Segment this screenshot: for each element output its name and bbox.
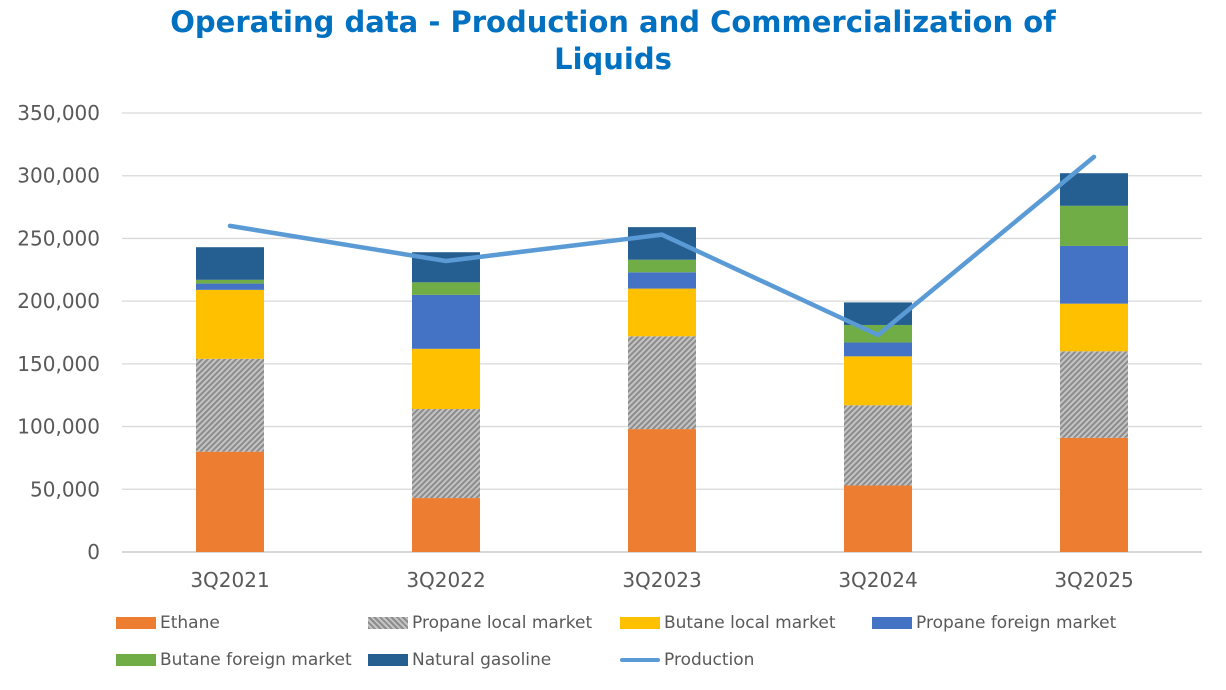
legend-swatch xyxy=(368,654,408,666)
bar-segment-butane-local-market xyxy=(628,288,696,337)
legend-label: Butane foreign market xyxy=(160,650,352,670)
legend-item-butane-foreign-market: Butane foreign market xyxy=(116,650,352,670)
legend-label: Natural gasoline xyxy=(412,650,552,670)
legend-swatch xyxy=(116,654,156,666)
x-tick-label: 3Q2024 xyxy=(838,568,917,592)
bar-segment-ethane xyxy=(628,429,696,552)
bar-segment-natural-gasoline xyxy=(1060,173,1128,206)
legend-item-ethane: Ethane xyxy=(116,613,220,633)
x-tick-label: 3Q2022 xyxy=(406,568,485,592)
y-tick-label: 200,000 xyxy=(17,289,100,313)
bar-segment-propane-local-market xyxy=(844,405,912,486)
bar-segment-butane-local-market xyxy=(844,356,912,406)
legend-swatch xyxy=(368,617,408,629)
legend-item-butane-local-market: Butane local market xyxy=(620,613,836,633)
bar-segment-propane-local-market xyxy=(628,336,696,430)
y-tick-label: 350,000 xyxy=(17,101,100,125)
bar-segment-butane-foreign-market xyxy=(1060,205,1128,246)
legend-label: Propane local market xyxy=(412,613,593,633)
bar-segment-propane-foreign-market xyxy=(196,283,264,290)
y-tick-label: 0 xyxy=(87,540,100,564)
y-tick-label: 50,000 xyxy=(30,477,100,501)
legend-label: Propane foreign market xyxy=(916,613,1117,633)
x-tick-label: 3Q2023 xyxy=(622,568,701,592)
legend-item-production: Production xyxy=(620,650,754,670)
bar-segment-butane-foreign-market xyxy=(196,279,264,284)
bar-segment-propane-foreign-market xyxy=(628,272,696,289)
y-tick-label: 300,000 xyxy=(17,164,100,188)
legend-item-propane-foreign-market: Propane foreign market xyxy=(872,613,1116,633)
legend-swatch xyxy=(116,617,156,629)
bar-segment-propane-foreign-market xyxy=(412,294,480,349)
bar-segment-propane-local-market xyxy=(412,409,480,499)
bar-segment-propane-local-market xyxy=(196,358,264,452)
y-tick-label: 150,000 xyxy=(17,352,100,376)
bar-segment-ethane xyxy=(844,485,912,552)
legend-label: Butane local market xyxy=(664,613,836,633)
x-tick-label: 3Q2025 xyxy=(1054,568,1133,592)
bar-segment-propane-local-market xyxy=(1060,351,1128,438)
legend-swatch xyxy=(620,658,660,662)
bar-segment-butane-local-market xyxy=(196,289,264,359)
bar-segment-butane-foreign-market xyxy=(628,259,696,273)
legend-swatch xyxy=(872,617,912,629)
chart-title-line-1: Operating data - Production and Commerci… xyxy=(170,5,1056,39)
y-tick-label: 100,000 xyxy=(17,415,100,439)
bar-segment-butane-local-market xyxy=(1060,303,1128,352)
legend-label: Ethane xyxy=(160,613,220,633)
y-tick-label: 250,000 xyxy=(17,226,100,250)
bar-segment-propane-foreign-market xyxy=(1060,245,1128,304)
bar-segment-ethane xyxy=(1060,437,1128,552)
bar-segment-natural-gasoline xyxy=(196,247,264,280)
bar-segment-butane-foreign-market xyxy=(412,282,480,295)
legend-item-natural-gasoline: Natural gasoline xyxy=(368,650,551,670)
legend-label: Production xyxy=(664,650,755,670)
chart-title-line-2: Liquids xyxy=(554,42,672,76)
bar-segment-ethane xyxy=(412,498,480,552)
bar-segment-butane-local-market xyxy=(412,348,480,410)
legend-swatch xyxy=(620,617,660,629)
x-tick-label: 3Q2021 xyxy=(190,568,269,592)
bar-segment-ethane xyxy=(196,451,264,552)
chart-title: Operating data - Production and Commerci… xyxy=(0,4,1226,78)
bar-segment-propane-foreign-market xyxy=(844,342,912,357)
legend-item-propane-local-market: Propane local market xyxy=(368,613,592,633)
